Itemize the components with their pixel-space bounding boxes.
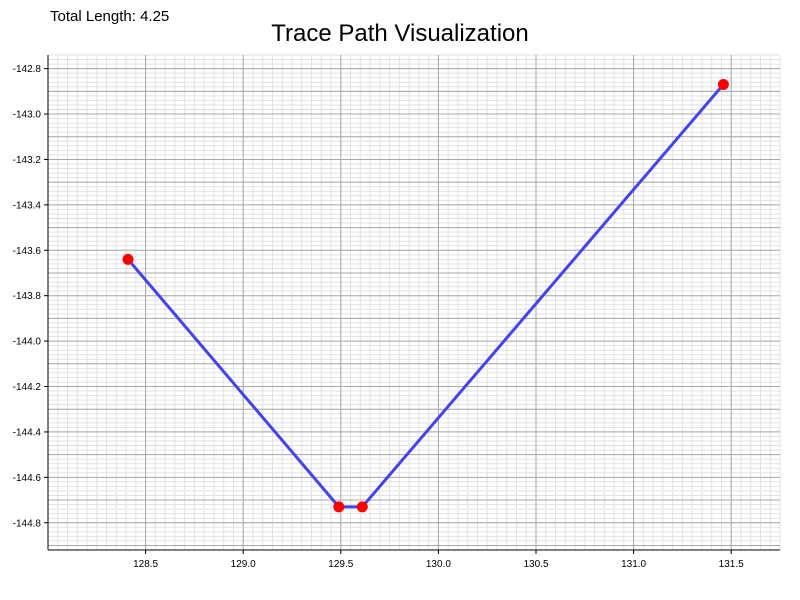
- x-tick-label: 129.5: [328, 559, 353, 570]
- trace-series: [122, 79, 729, 513]
- y-tick-label: -142.8: [13, 64, 42, 75]
- y-tick-label: -144.6: [13, 473, 42, 484]
- y-tick-label: -144.8: [13, 518, 42, 529]
- y-tick-label: -143.8: [13, 291, 42, 302]
- x-tick-label: 130.0: [426, 559, 451, 570]
- grid-lines: [47, 54, 781, 550]
- x-tick-label: 128.5: [133, 559, 158, 570]
- y-tick-label: -143.4: [13, 200, 42, 211]
- trace-point: [122, 253, 134, 265]
- y-tick-label: -144.4: [13, 427, 42, 438]
- trace-point: [717, 79, 729, 91]
- trace-point: [356, 501, 368, 513]
- y-tick-label: -143.6: [13, 246, 42, 257]
- chart-title: Trace Path Visualization: [271, 20, 529, 47]
- y-tick-label: -144.0: [13, 337, 42, 348]
- y-tick-label: -143.0: [13, 110, 42, 121]
- y-tick-label: -144.2: [13, 382, 42, 393]
- trace-line: [126, 83, 725, 509]
- total-length-label: Total Length: 4.25: [50, 8, 170, 25]
- x-tick-label: 130.5: [523, 559, 548, 570]
- x-tick-label: 131.0: [621, 559, 646, 570]
- trace-point: [333, 501, 345, 513]
- x-tick-label: 131.5: [719, 559, 744, 570]
- tick-labels: 128.5 129.0 129.5 130.0 130.5 131.0 131.5 -142.…: [13, 64, 745, 570]
- x-tick-label: 129.0: [231, 559, 256, 570]
- y-tick-label: -143.2: [13, 155, 42, 166]
- axes: [44, 55, 780, 554]
